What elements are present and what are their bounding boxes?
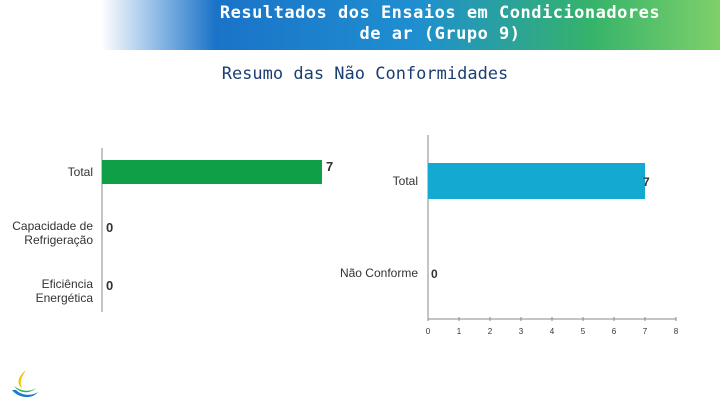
right-category-label: Total (393, 174, 418, 188)
chart-subtitle: Resumo das Não Conformidades (221, 64, 509, 84)
x-tick-label: 4 (550, 327, 555, 336)
right-data-label: 0 (431, 267, 438, 281)
right-category-label: Não Conforme (340, 266, 418, 280)
left-category-label: Total (68, 165, 93, 179)
x-tick-label: 2 (488, 327, 493, 336)
page-title-line2: de ar (Grupo 9) (359, 24, 521, 44)
x-tick-label: 6 (612, 327, 617, 336)
x-tick-label: 8 (674, 327, 679, 336)
x-tick-label: 1 (457, 327, 462, 336)
right-data-label: 7 (643, 175, 650, 189)
page-title: Resultados dos Ensaios em Condicionadore… (160, 3, 720, 45)
x-tick-label: 0 (426, 327, 431, 336)
left-category-label: Eficiência Energética (36, 277, 94, 305)
header-banner: Resultados dos Ensaios em Condicionadore… (0, 0, 720, 50)
x-tick-label: 5 (581, 327, 586, 336)
x-tick-label: 7 (643, 327, 648, 336)
left-data-label: 7 (326, 159, 333, 174)
brand-logo (12, 370, 38, 398)
page-title-line1: Resultados dos Ensaios em Condicionadore… (219, 3, 661, 23)
left-category-label: Capacidade de Refrigeração (12, 219, 93, 247)
left-data-label: 0 (106, 278, 113, 293)
left-bar (102, 160, 322, 184)
x-tick-label: 3 (519, 327, 524, 336)
left-data-label: 0 (106, 220, 113, 235)
right-bar (428, 163, 645, 199)
